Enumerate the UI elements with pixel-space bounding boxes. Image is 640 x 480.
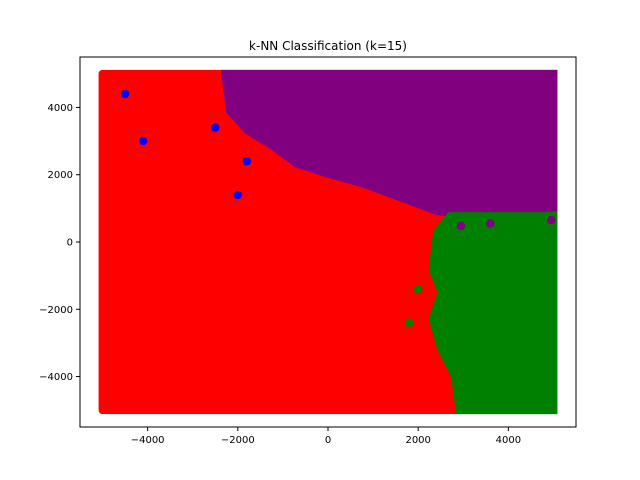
x-axis: −4000 −2000 0 2000 4000 xyxy=(131,427,521,446)
points-layer xyxy=(120,89,556,327)
data-point-purple xyxy=(547,215,556,225)
x-tick-label: 4000 xyxy=(496,435,521,446)
chart-title: k-NN Classification (k=15) xyxy=(249,39,407,53)
plot-margin xyxy=(557,57,576,427)
data-point-green xyxy=(404,318,414,327)
plot-area xyxy=(80,57,576,427)
x-tick-label: −4000 xyxy=(131,435,165,446)
x-tick-label: −2000 xyxy=(221,435,255,446)
data-point-purple xyxy=(456,221,466,231)
y-tick-label: 2000 xyxy=(48,170,73,181)
y-axis: −4000 −2000 0 2000 4000 xyxy=(39,103,80,383)
data-point-green xyxy=(413,284,423,294)
y-tick-label: −2000 xyxy=(39,305,73,316)
y-tick-label: 0 xyxy=(67,238,73,249)
y-tick-label: 4000 xyxy=(48,103,73,114)
x-tick-label: 0 xyxy=(325,435,331,446)
plot-margin xyxy=(80,57,576,70)
y-tick-label: −4000 xyxy=(39,372,73,383)
plot-margin xyxy=(80,414,576,427)
data-point-blue xyxy=(120,89,130,99)
x-tick-label: 2000 xyxy=(405,435,430,446)
data-point-blue xyxy=(242,157,252,166)
plot-margin xyxy=(80,57,99,427)
data-point-blue xyxy=(233,190,243,200)
data-point-blue xyxy=(211,123,220,132)
data-point-purple xyxy=(486,219,495,228)
data-point-blue xyxy=(138,136,148,146)
